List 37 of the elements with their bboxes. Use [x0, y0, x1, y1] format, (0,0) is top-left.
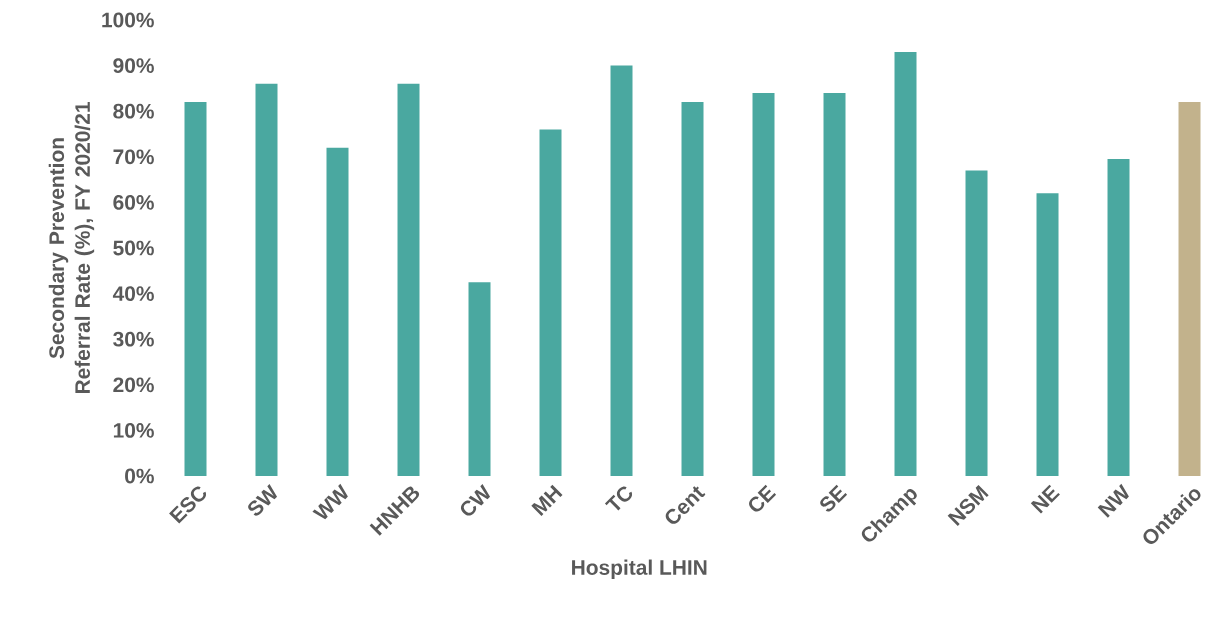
x-tick-label: TC	[604, 486, 633, 511]
bar	[752, 92, 775, 476]
bar	[681, 102, 704, 476]
y-tick-label: 70%	[113, 149, 154, 165]
y-tick-label: 50%	[113, 240, 154, 256]
bar	[823, 92, 846, 476]
x-axis-title: Hospital LHIN	[572, 559, 707, 580]
y-tick-label: 80%	[113, 103, 154, 119]
bar	[610, 65, 633, 476]
x-tick-label: NW	[1097, 483, 1129, 518]
bar	[468, 282, 491, 476]
x-tick-label: WW	[312, 483, 348, 520]
y-tick-label: 0%	[125, 468, 154, 484]
x-tick-label: SE	[820, 484, 848, 512]
bar	[1178, 102, 1201, 476]
x-tick-label: CW	[460, 483, 491, 516]
bar	[397, 83, 420, 476]
bar	[539, 129, 562, 476]
y-axis-title: Secondary Prevention Referral Rate (%), FY 2020/21	[48, 102, 95, 394]
x-tick-label: SW	[248, 483, 278, 516]
bar	[965, 170, 988, 476]
y-tick-label: 40%	[112, 286, 154, 301]
x-tick-label: MH	[531, 484, 563, 516]
y-tick-label: 10%	[113, 422, 154, 438]
x-tick-label: CE	[749, 484, 777, 512]
x-tick-label: NE	[1030, 484, 1060, 514]
y-tick-label: 30%	[113, 331, 154, 347]
y-tick-label: 90%	[113, 58, 154, 73]
y-tick-label: 20%	[113, 377, 154, 393]
bar	[255, 83, 278, 476]
y-tick-label: 100%	[102, 12, 154, 28]
bar	[1107, 159, 1130, 476]
bar	[1036, 193, 1059, 476]
y-tick-label: 60%	[113, 194, 154, 210]
bar	[184, 102, 207, 476]
bar	[326, 147, 349, 476]
bar	[894, 51, 917, 476]
